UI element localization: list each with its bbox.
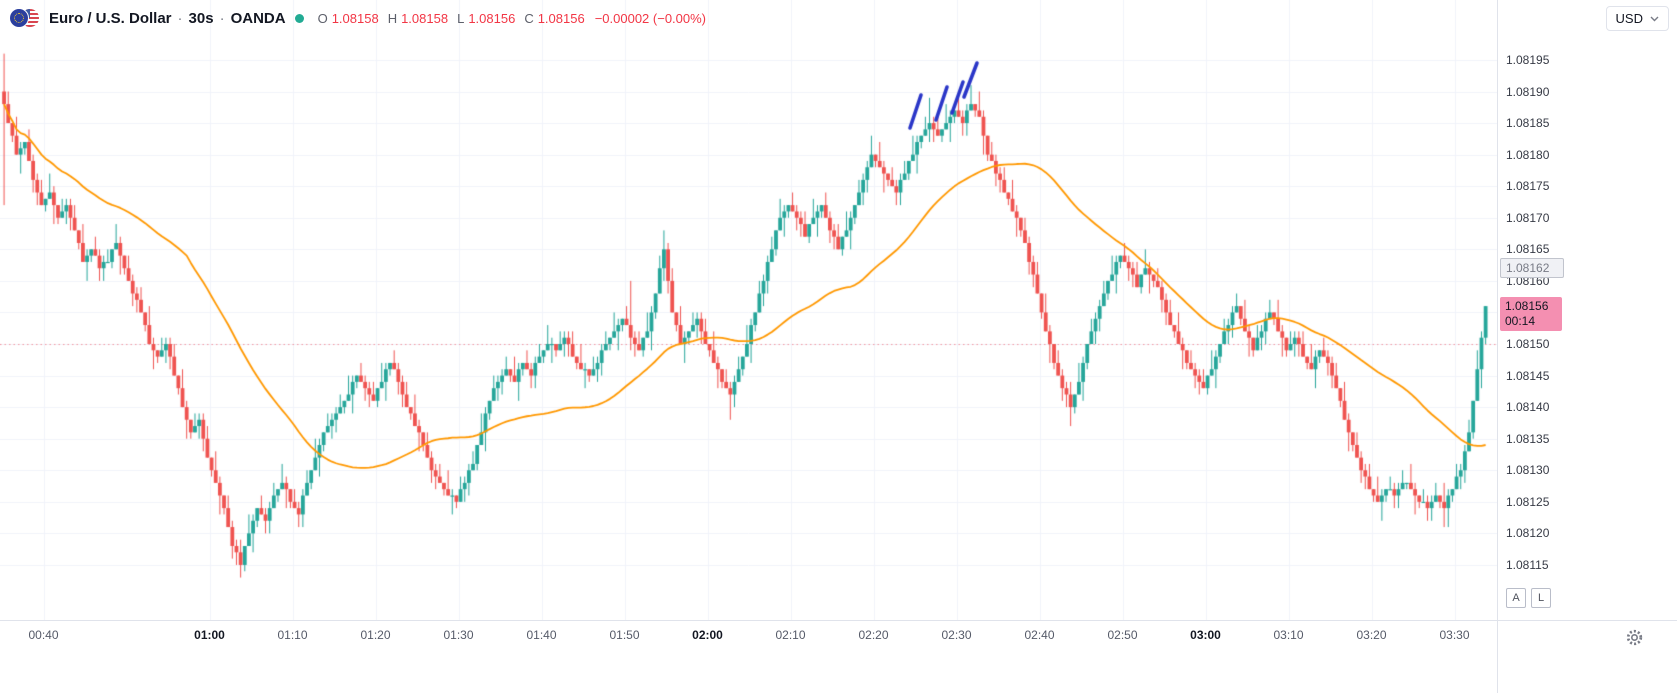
close-value: 1.08156 — [537, 10, 585, 26]
currency-button[interactable]: USD — [1605, 6, 1669, 31]
price-scale-mode-buttons: A L — [1506, 588, 1551, 608]
interval-label: 30s — [188, 9, 214, 27]
price-tick-label: 1.08170 — [1506, 210, 1550, 225]
price-tick-label: 1.08120 — [1506, 526, 1550, 541]
eurusd-pair-logo-icon — [10, 8, 40, 28]
auto-scale-button[interactable]: A — [1506, 588, 1526, 608]
chevron-down-icon — [1650, 16, 1659, 21]
low-value: 1.08156 — [468, 10, 516, 26]
time-tick-label: 03:20 — [1356, 628, 1387, 642]
log-scale-button[interactable]: L — [1531, 588, 1551, 608]
separator: · — [177, 9, 183, 27]
price-tick-label: 1.08115 — [1506, 557, 1549, 572]
high-value: 1.08158 — [401, 10, 449, 26]
open-value: 1.08158 — [331, 10, 379, 26]
current-price-label: 1.08156 00:14 — [1500, 297, 1562, 332]
settings-gear-icon[interactable] — [1622, 627, 1646, 651]
time-tick-label: 02:50 — [1107, 628, 1138, 642]
currency-button-label: USD — [1615, 11, 1643, 26]
time-tick-label: 02:20 — [858, 628, 889, 642]
secondary-price-value: 1.08162 — [1506, 261, 1550, 276]
open-label: O — [317, 10, 328, 26]
time-tick-label: 01:10 — [277, 628, 308, 642]
time-tick-label: 03:10 — [1273, 628, 1304, 642]
price-tick-label: 1.08150 — [1506, 337, 1550, 351]
time-tick-label: 00:40 — [28, 628, 59, 642]
price-tick-label: 1.08140 — [1506, 400, 1550, 415]
time-scale[interactable]: 00:40 01:00 01:10 01:20 01:30 01:40 01:50 02:00… — [0, 620, 1677, 661]
price-tick-label: 1.08135 — [1506, 431, 1550, 446]
symbol-title[interactable]: Euro / U.S. Dollar · 30s · OANDA — [49, 10, 286, 27]
symbol-name: Euro / U.S. Dollar — [49, 9, 172, 27]
bar-countdown: 00:14 — [1505, 314, 1536, 329]
high-label: H — [387, 10, 398, 26]
ohlc-readout: O 1.08158 H 1.08158 L 1.08156 C 1.08156 −0.0… — [313, 11, 706, 26]
time-tick-label: 01:50 — [609, 628, 640, 642]
low-label: L — [457, 10, 465, 26]
time-tick-label: 01:00 — [194, 628, 225, 642]
candlestick-chart[interactable] — [0, 0, 1497, 620]
market-status-dot-icon — [294, 13, 304, 23]
price-tick-label: 1.08145 — [1506, 368, 1550, 383]
time-tick-label: 01:20 — [360, 628, 391, 642]
price-tick-label: 1.08185 — [1506, 116, 1550, 131]
separator: · — [219, 9, 225, 27]
time-tick-label: 03:00 — [1190, 628, 1221, 642]
price-tick-label: 1.08190 — [1506, 84, 1550, 99]
time-tick-label: 02:00 — [692, 628, 723, 642]
price-scale[interactable]: USD 1.08162 1.08156 00:14 A L 1.08195 1.0… — [1497, 0, 1677, 693]
time-tick-label: 03:30 — [1439, 628, 1470, 642]
time-tick-label: 02:40 — [1024, 628, 1055, 642]
price-tick-label: 1.08125 — [1506, 494, 1550, 509]
secondary-price-label: 1.08162 — [1500, 258, 1564, 279]
time-tick-label: 01:30 — [443, 628, 474, 642]
price-tick-label: 1.08165 — [1506, 242, 1550, 257]
exchange-label: OANDA — [230, 9, 286, 27]
change-value: −0.00002 (−0.00%) — [594, 10, 707, 26]
price-tick-label: 1.08175 — [1506, 179, 1550, 194]
time-tick-label: 02:10 — [775, 628, 806, 642]
time-tick-label: 01:40 — [526, 628, 557, 642]
price-tick-label: 1.08195 — [1506, 52, 1550, 67]
time-tick-label: 02:30 — [941, 628, 972, 642]
eu-flag-icon — [10, 9, 28, 27]
price-tick-label: 1.08130 — [1506, 463, 1550, 478]
chart-legend: Euro / U.S. Dollar · 30s · OANDA O 1.0815… — [10, 8, 706, 28]
current-price-value: 1.08156 — [1505, 299, 1549, 314]
close-label: C — [524, 10, 534, 26]
price-tick-label: 1.08180 — [1506, 147, 1550, 162]
